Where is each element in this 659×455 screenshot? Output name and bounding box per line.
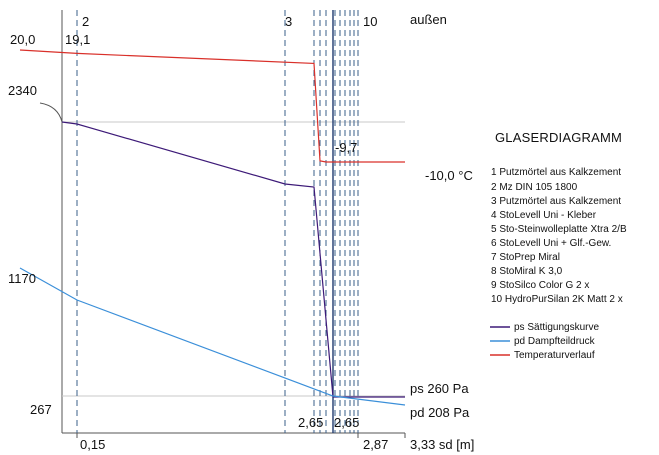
- temp-outside-label: -10,0 °C: [425, 168, 473, 183]
- layer-number-3: 3: [285, 14, 292, 29]
- ps-inside-label: 2340: [8, 83, 37, 98]
- pd-inside-label: 1170: [8, 271, 36, 286]
- chart-title: GLASERDIAGRAMM: [495, 130, 622, 145]
- pd-vapor-pressure-line: [19, 267, 406, 406]
- layer-item: 4 StoLevell Uni - Kleber: [491, 210, 597, 221]
- ps-outside-label: ps 260 Pa: [410, 381, 469, 396]
- layer-number-2: 2: [82, 14, 89, 29]
- layer-item: 7 StoPrep Miral: [491, 252, 560, 263]
- x-tick-label-1: 2,87: [363, 437, 388, 452]
- layer-list: 1 Putzmörtel aus Kalkzement 2 Mz DIN 105…: [491, 167, 627, 305]
- temperature-line: [19, 49, 405, 163]
- layer-item: 9 StoSilco Color G 2 x: [491, 280, 589, 291]
- legend-label-temp: Temperaturverlauf: [514, 350, 595, 361]
- x-tick-label-0: 0,15: [80, 437, 105, 452]
- outside-label: außen: [410, 12, 447, 27]
- layer-item: 1 Putzmörtel aus Kalkzement: [491, 167, 621, 178]
- temp-inside-label: 20,0: [10, 32, 35, 47]
- temp-surface-label: 19,1: [65, 32, 90, 47]
- legend: ps Sättigungskurve pd Dampfteildruck Tem…: [490, 322, 599, 361]
- layer-item: 5 Sto-Steinwolleplatte Xtra 2/B: [491, 224, 627, 235]
- temp-mid-label: -9,7: [335, 140, 357, 155]
- layer-item: 10 HydroPurSilan 2K Matt 2 x: [491, 294, 623, 305]
- legend-label-ps: ps Sättigungskurve: [514, 322, 599, 333]
- ps-label-connector: [39, 102, 63, 123]
- legend-label-pd: pd Dampfteildruck: [514, 336, 596, 347]
- layer-item: 8 StoMiral K 3,0: [491, 266, 563, 277]
- layer-item: 6 StoLevell Uni + Glf.-Gew.: [491, 238, 611, 249]
- x-tick-label-2: 3,33 sd [m]: [410, 437, 474, 452]
- layer-item: 2 Mz DIN 105 1800: [491, 182, 578, 193]
- layer-item: 3 Putzmörtel aus Kalkzement: [491, 196, 621, 207]
- layer-number-10: 10: [363, 14, 377, 29]
- inner-x-label-2: 2,65: [334, 415, 359, 430]
- inner-x-label-1: 2,65: [298, 415, 323, 430]
- pd-min-label: 267: [30, 402, 52, 417]
- pd-outside-label: pd 208 Pa: [410, 405, 470, 420]
